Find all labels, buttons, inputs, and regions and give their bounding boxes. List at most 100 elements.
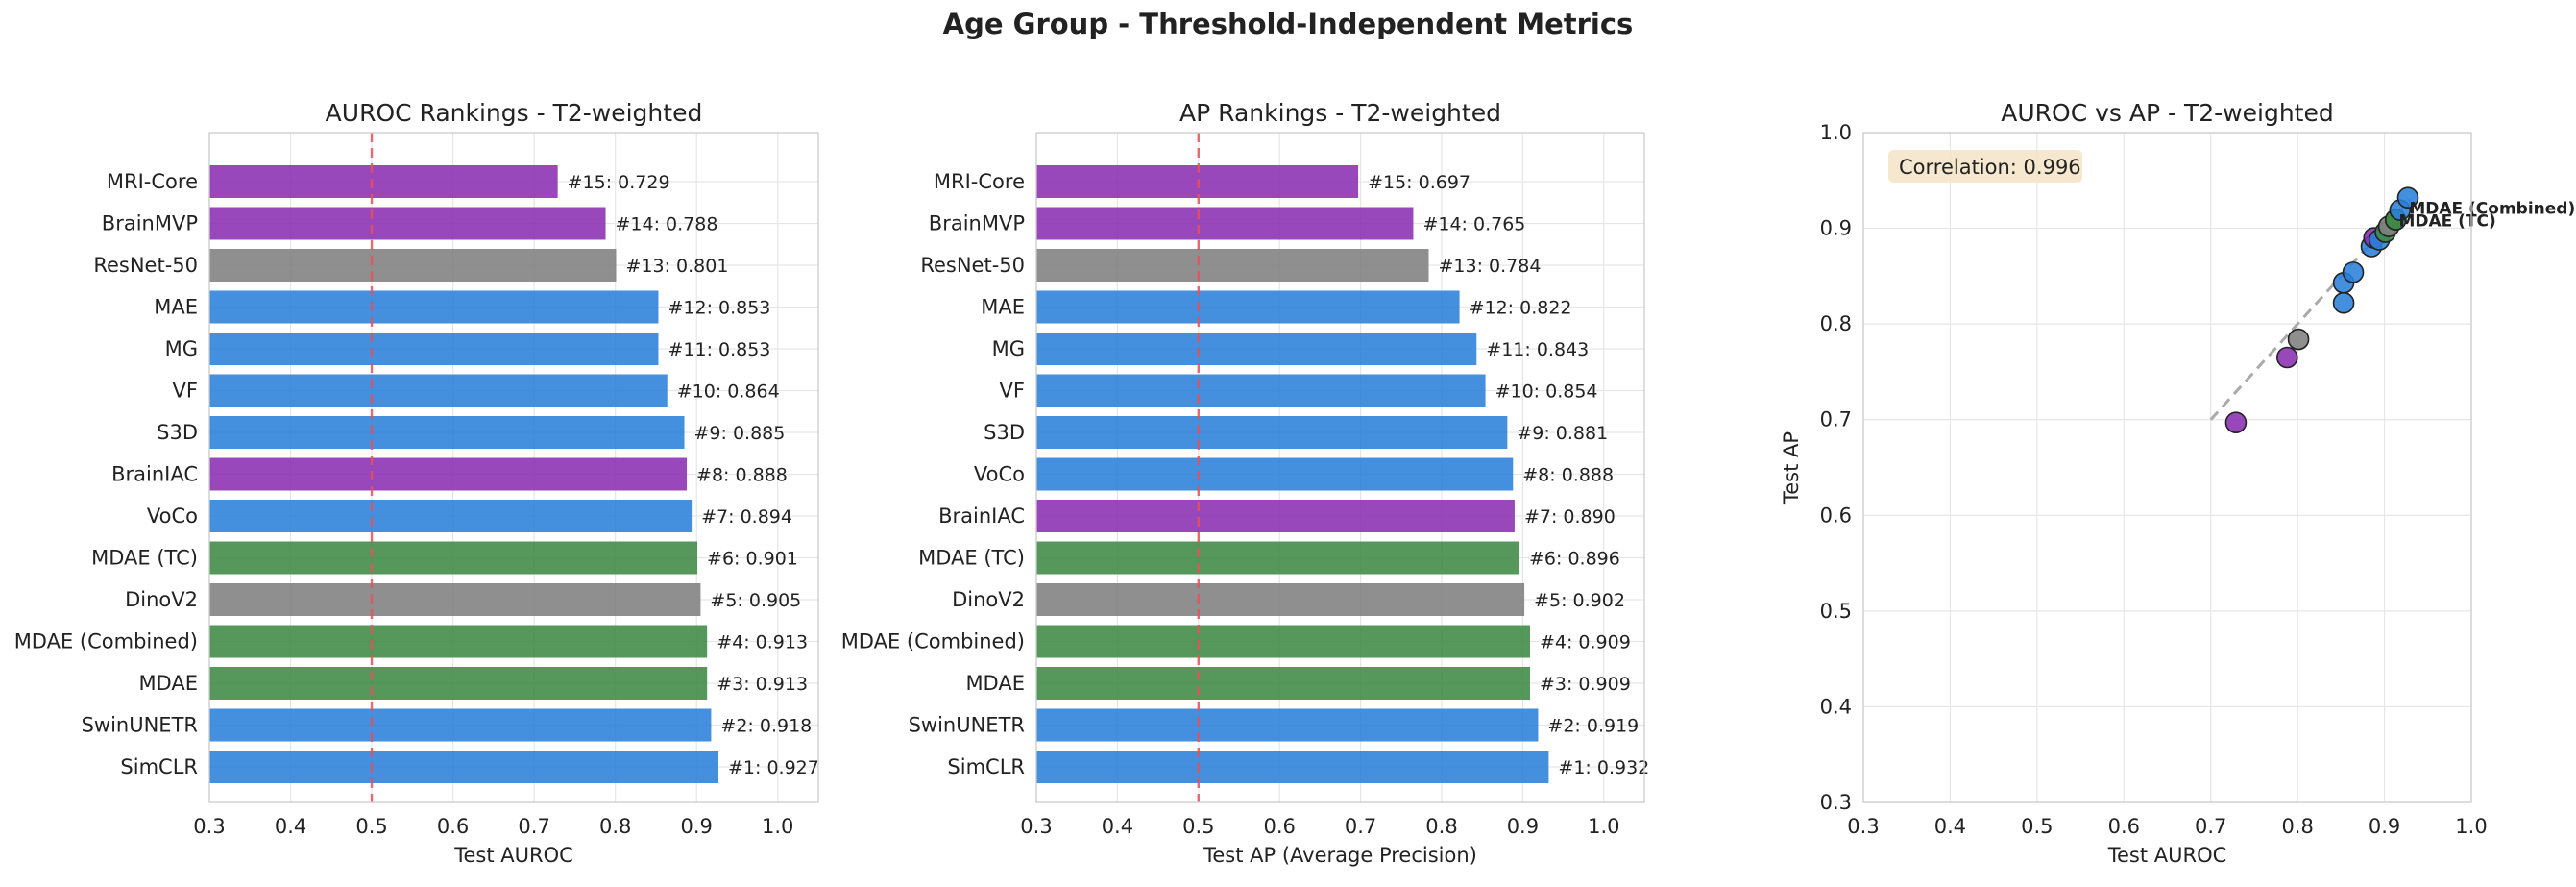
correlation-box bbox=[1888, 150, 2082, 183]
x-tick-label: 0.7 bbox=[518, 815, 549, 838]
data-label: #1: 0.932 bbox=[1558, 757, 1649, 778]
bar-s3d bbox=[209, 416, 685, 449]
y-tick-label: S3D bbox=[984, 421, 1025, 444]
data-label: #2: 0.919 bbox=[1547, 716, 1639, 737]
y-tick-label: MDAE (Combined) bbox=[841, 630, 1025, 653]
x-tick-label: 0.9 bbox=[680, 815, 712, 838]
y-tick-label: VF bbox=[173, 380, 198, 403]
bar-brainmvp bbox=[209, 207, 606, 240]
x-axis-label: Test AP (Average Precision) bbox=[1203, 844, 1477, 867]
data-label: #13: 0.801 bbox=[626, 256, 729, 277]
data-label: #8: 0.888 bbox=[1522, 465, 1614, 486]
y-tick-label: 0.4 bbox=[1820, 695, 1852, 718]
y-tick-label: MDAE (TC) bbox=[918, 547, 1025, 570]
data-label: #1: 0.927 bbox=[728, 757, 819, 778]
bar-voco bbox=[209, 500, 693, 532]
data-label: #11: 0.843 bbox=[1486, 339, 1589, 360]
data-label: #14: 0.765 bbox=[1422, 214, 1525, 235]
x-tick-label: 0.3 bbox=[193, 815, 225, 838]
data-label: #15: 0.729 bbox=[568, 172, 670, 193]
bar-simclr bbox=[209, 751, 719, 783]
x-tick-label: 0.5 bbox=[2021, 815, 2053, 838]
bar-mdae bbox=[1036, 667, 1530, 700]
bar-swinunetr bbox=[209, 708, 712, 742]
data-label: #10: 0.854 bbox=[1495, 382, 1598, 403]
auroc-rankings-panel: 0.3 0.4 0.5 0.6 0.7 0.8 0.9 1.0 MRI-Core #15: 0.7… bbox=[14, 99, 819, 867]
x-tick-label: 1.0 bbox=[2455, 815, 2487, 838]
correlation-annotation: Correlation: 0.996 bbox=[1899, 156, 2081, 179]
y-tick-label: MG bbox=[165, 337, 198, 360]
x-tick-label: 0.5 bbox=[355, 815, 387, 838]
chart-title: AUROC vs AP - T2-weighted bbox=[2001, 99, 2333, 127]
x-tick-label: 0.4 bbox=[275, 815, 306, 838]
scatter-point bbox=[2287, 328, 2310, 351]
bar-mg bbox=[1036, 333, 1477, 365]
x-tick-label: 1.0 bbox=[762, 815, 793, 838]
data-label: #5: 0.902 bbox=[1534, 590, 1625, 611]
data-label: #4: 0.909 bbox=[1540, 632, 1631, 653]
y-tick-label: VF bbox=[1000, 380, 1025, 403]
bar-mri-core bbox=[209, 165, 558, 198]
chart-title: AP Rankings - T2-weighted bbox=[1179, 99, 1501, 127]
y-tick-label: VoCo bbox=[147, 505, 198, 528]
y-tick-label: SimCLR bbox=[947, 755, 1025, 778]
x-tick-label: 0.8 bbox=[2281, 815, 2313, 838]
scatter-point bbox=[2396, 186, 2419, 209]
bar-mdae bbox=[209, 667, 708, 700]
bar-resnet-50 bbox=[1036, 249, 1429, 282]
y-axis-label: Test AP bbox=[1780, 431, 1803, 505]
y-tick-label: MG bbox=[992, 337, 1025, 360]
scatter-point bbox=[2332, 291, 2355, 314]
bar-brainmvp bbox=[1036, 207, 1414, 240]
data-label: #10: 0.864 bbox=[677, 382, 780, 403]
data-label: #15: 0.697 bbox=[1368, 172, 1470, 193]
x-tick-label: 0.8 bbox=[599, 815, 631, 838]
y-tick-label: VoCo bbox=[974, 463, 1025, 486]
plot-frame bbox=[1035, 132, 1645, 803]
y-tick-label: DinoV2 bbox=[125, 588, 198, 611]
x-tick-label: 0.6 bbox=[437, 815, 469, 838]
x-tick-label: 0.3 bbox=[1847, 815, 1879, 838]
auroc-vs-ap-panel: 0.3 0.4 0.5 0.6 0.7 0.8 0.9 1.0 0.3 0.4 0.5 0.6 0.7 0… bbox=[1780, 99, 2575, 867]
bar-voco bbox=[1036, 457, 1514, 491]
y-tick-label: MRI-Core bbox=[107, 170, 198, 193]
y-tick-label: SimCLR bbox=[120, 755, 198, 778]
data-label: #3: 0.909 bbox=[1540, 674, 1631, 695]
data-label: #14: 0.788 bbox=[616, 214, 718, 235]
point-label-mdae-tc: MDAE (TC) bbox=[2398, 212, 2495, 232]
x-tick-label: 0.3 bbox=[1020, 815, 1052, 838]
x-tick-label: 0.7 bbox=[2195, 815, 2226, 838]
x-axis-label: Test AUROC bbox=[2107, 844, 2227, 867]
y-tick-label: 0.5 bbox=[1820, 600, 1852, 623]
bar-mdae-combined bbox=[209, 625, 708, 658]
bar-mdae-tc bbox=[209, 541, 698, 575]
y-tick-label: BrainMVP bbox=[929, 212, 1025, 235]
scatter-point bbox=[2275, 346, 2298, 369]
y-tick-label: 0.7 bbox=[1820, 408, 1852, 431]
x-tick-label: 1.0 bbox=[1588, 815, 1619, 838]
x-tick-label: 0.4 bbox=[1102, 815, 1133, 838]
y-tick-label: 0.6 bbox=[1820, 504, 1852, 527]
data-label: #11: 0.853 bbox=[668, 339, 770, 360]
x-tick-label: 0.6 bbox=[1263, 815, 1295, 838]
y-tick-label: DinoV2 bbox=[952, 588, 1025, 611]
bar-resnet-50 bbox=[209, 249, 617, 282]
data-label: #3: 0.913 bbox=[717, 674, 808, 695]
y-tick-label: ResNet-50 bbox=[920, 254, 1025, 277]
y-tick-label: ResNet-50 bbox=[93, 254, 198, 277]
data-label: #13: 0.784 bbox=[1438, 256, 1541, 277]
figure-title: Age Group - Threshold-Independent Metric… bbox=[942, 8, 1634, 40]
y-tick-label: BrainMVP bbox=[102, 212, 198, 235]
bar-s3d bbox=[1036, 416, 1508, 449]
y-tick-label: MDAE bbox=[138, 672, 198, 695]
y-tick-label: MDAE (Combined) bbox=[14, 630, 198, 653]
chart-title: AUROC Rankings - T2-weighted bbox=[326, 99, 703, 127]
y-tick-label: S3D bbox=[157, 421, 198, 444]
data-label: #9: 0.881 bbox=[1517, 423, 1608, 444]
bar-dinov2 bbox=[209, 583, 701, 616]
y-tick-label: MDAE bbox=[965, 672, 1025, 695]
x-tick-label: 0.8 bbox=[1425, 815, 1457, 838]
y-tick-label: SwinUNETR bbox=[82, 714, 198, 737]
point-label-mdae-combined: MDAE (Combined) bbox=[2409, 200, 2575, 219]
bar-mri-core bbox=[1036, 165, 1359, 198]
